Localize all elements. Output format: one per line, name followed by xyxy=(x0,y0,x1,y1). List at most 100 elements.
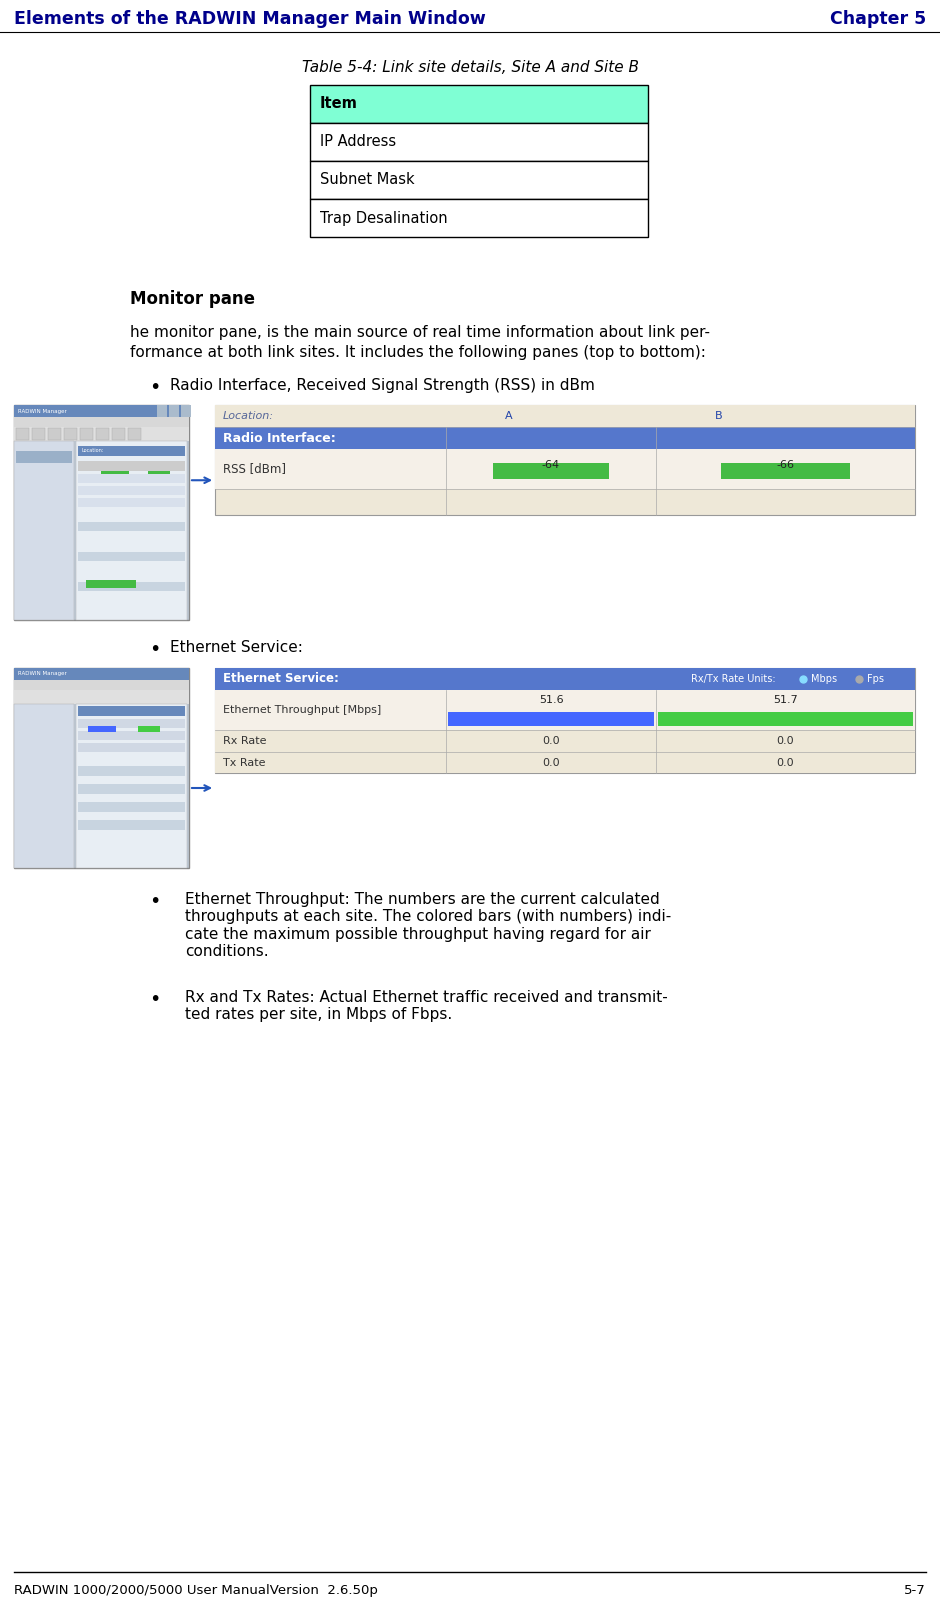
Bar xyxy=(78,486,185,496)
Text: -64: -64 xyxy=(542,460,560,470)
Text: RSS [dBm]: RSS [dBm] xyxy=(223,462,286,475)
Text: Fps: Fps xyxy=(867,674,884,683)
Bar xyxy=(14,404,189,621)
Bar xyxy=(78,552,185,561)
Bar xyxy=(494,464,609,480)
Text: 0.0: 0.0 xyxy=(776,736,794,746)
Text: Location:: Location: xyxy=(223,411,274,420)
Text: Subnet Mask: Subnet Mask xyxy=(320,173,415,188)
Bar xyxy=(215,752,915,773)
Text: Ethernet Service:: Ethernet Service: xyxy=(170,640,303,654)
Text: 51.6: 51.6 xyxy=(539,695,563,706)
Text: RADWIN Manager: RADWIN Manager xyxy=(18,672,67,677)
Bar xyxy=(14,427,189,441)
Text: Tx Rate: Tx Rate xyxy=(223,757,265,767)
Bar xyxy=(78,446,185,456)
Bar xyxy=(658,712,913,727)
Bar xyxy=(14,690,189,704)
Bar xyxy=(78,582,185,590)
Text: 0.0: 0.0 xyxy=(776,757,794,767)
Text: B: B xyxy=(715,411,723,420)
Text: IP Address: IP Address xyxy=(320,135,396,149)
Text: Rx/Tx Rate Units:: Rx/Tx Rate Units: xyxy=(691,674,776,683)
Bar xyxy=(215,730,915,752)
Text: Radio Interface:: Radio Interface: xyxy=(223,431,336,444)
Bar xyxy=(14,417,189,427)
Bar xyxy=(78,802,185,812)
Bar xyxy=(310,85,648,124)
Text: Elements of the RADWIN Manager Main Window: Elements of the RADWIN Manager Main Wind… xyxy=(14,10,486,27)
Text: •: • xyxy=(149,640,161,659)
Bar xyxy=(32,428,45,439)
Text: Rx and Tx Rates: Actual Ethernet traffic received and transmit-
ted rates per si: Rx and Tx Rates: Actual Ethernet traffic… xyxy=(185,990,667,1022)
Bar xyxy=(215,449,915,489)
Bar xyxy=(78,521,185,531)
Text: •: • xyxy=(149,379,161,398)
Bar xyxy=(78,820,185,829)
Text: Trap Desalination: Trap Desalination xyxy=(320,210,447,226)
Bar xyxy=(14,404,189,417)
Bar xyxy=(721,464,851,480)
Bar xyxy=(181,404,191,417)
Text: Mbps: Mbps xyxy=(811,674,838,683)
Bar xyxy=(14,704,74,868)
Text: Table 5-4: Link site details, Site A and Site B: Table 5-4: Link site details, Site A and… xyxy=(302,59,638,75)
Bar xyxy=(78,767,185,776)
Bar xyxy=(78,706,185,715)
Bar xyxy=(96,428,109,439)
Text: Location:: Location: xyxy=(81,449,103,454)
Bar xyxy=(148,468,170,475)
Bar xyxy=(78,475,185,483)
Bar xyxy=(64,428,77,439)
Bar xyxy=(16,496,72,507)
Bar xyxy=(80,428,93,439)
Text: Chapter 5: Chapter 5 xyxy=(830,10,926,27)
Bar xyxy=(16,428,29,439)
Bar xyxy=(157,404,167,417)
Bar xyxy=(14,667,189,868)
Bar xyxy=(128,428,141,439)
Text: •: • xyxy=(149,892,161,911)
Text: 0.0: 0.0 xyxy=(542,757,560,767)
Text: RADWIN 1000/2000/5000 User ManualVersion  2.6.50p: RADWIN 1000/2000/5000 User ManualVersion… xyxy=(14,1585,378,1598)
Bar xyxy=(16,539,72,552)
Bar xyxy=(14,680,189,690)
Text: RADWIN Manager: RADWIN Manager xyxy=(18,409,67,414)
Text: he monitor pane, is the main source of real time information about link per-: he monitor pane, is the main source of r… xyxy=(130,326,710,340)
Text: Monitor pane: Monitor pane xyxy=(130,290,255,308)
Bar xyxy=(78,743,185,752)
Bar xyxy=(14,667,189,680)
Bar xyxy=(88,727,116,731)
Text: A: A xyxy=(505,411,513,420)
Text: Radio Interface, Received Signal Strength (RSS) in dBm: Radio Interface, Received Signal Strengt… xyxy=(170,379,595,393)
Bar xyxy=(169,404,179,417)
Bar xyxy=(86,581,136,589)
Bar xyxy=(138,727,160,731)
Text: Ethernet Throughput [Mbps]: Ethernet Throughput [Mbps] xyxy=(223,706,382,715)
Bar xyxy=(78,719,185,728)
Bar xyxy=(76,441,187,621)
Bar xyxy=(16,451,72,464)
Bar xyxy=(101,468,129,475)
Bar xyxy=(76,704,187,868)
Bar xyxy=(310,199,648,237)
Bar xyxy=(14,441,74,621)
Bar xyxy=(78,460,185,472)
Text: formance at both link sites. It includes the following panes (top to bottom):: formance at both link sites. It includes… xyxy=(130,345,706,359)
Bar xyxy=(310,124,648,160)
Bar xyxy=(215,690,915,730)
Bar xyxy=(310,160,648,199)
Bar xyxy=(78,784,185,794)
Text: •: • xyxy=(149,990,161,1009)
Bar xyxy=(112,428,125,439)
Bar xyxy=(16,473,72,484)
Bar xyxy=(16,561,72,573)
Text: 5-7: 5-7 xyxy=(904,1585,926,1598)
Bar xyxy=(48,428,61,439)
Bar xyxy=(215,667,915,773)
Text: 51.7: 51.7 xyxy=(773,695,798,706)
Text: Ethernet Throughput: The numbers are the current calculated
throughputs at each : Ethernet Throughput: The numbers are the… xyxy=(185,892,671,959)
Text: Ethernet Service:: Ethernet Service: xyxy=(223,672,339,685)
Bar xyxy=(215,404,915,515)
Text: Item: Item xyxy=(320,96,358,112)
